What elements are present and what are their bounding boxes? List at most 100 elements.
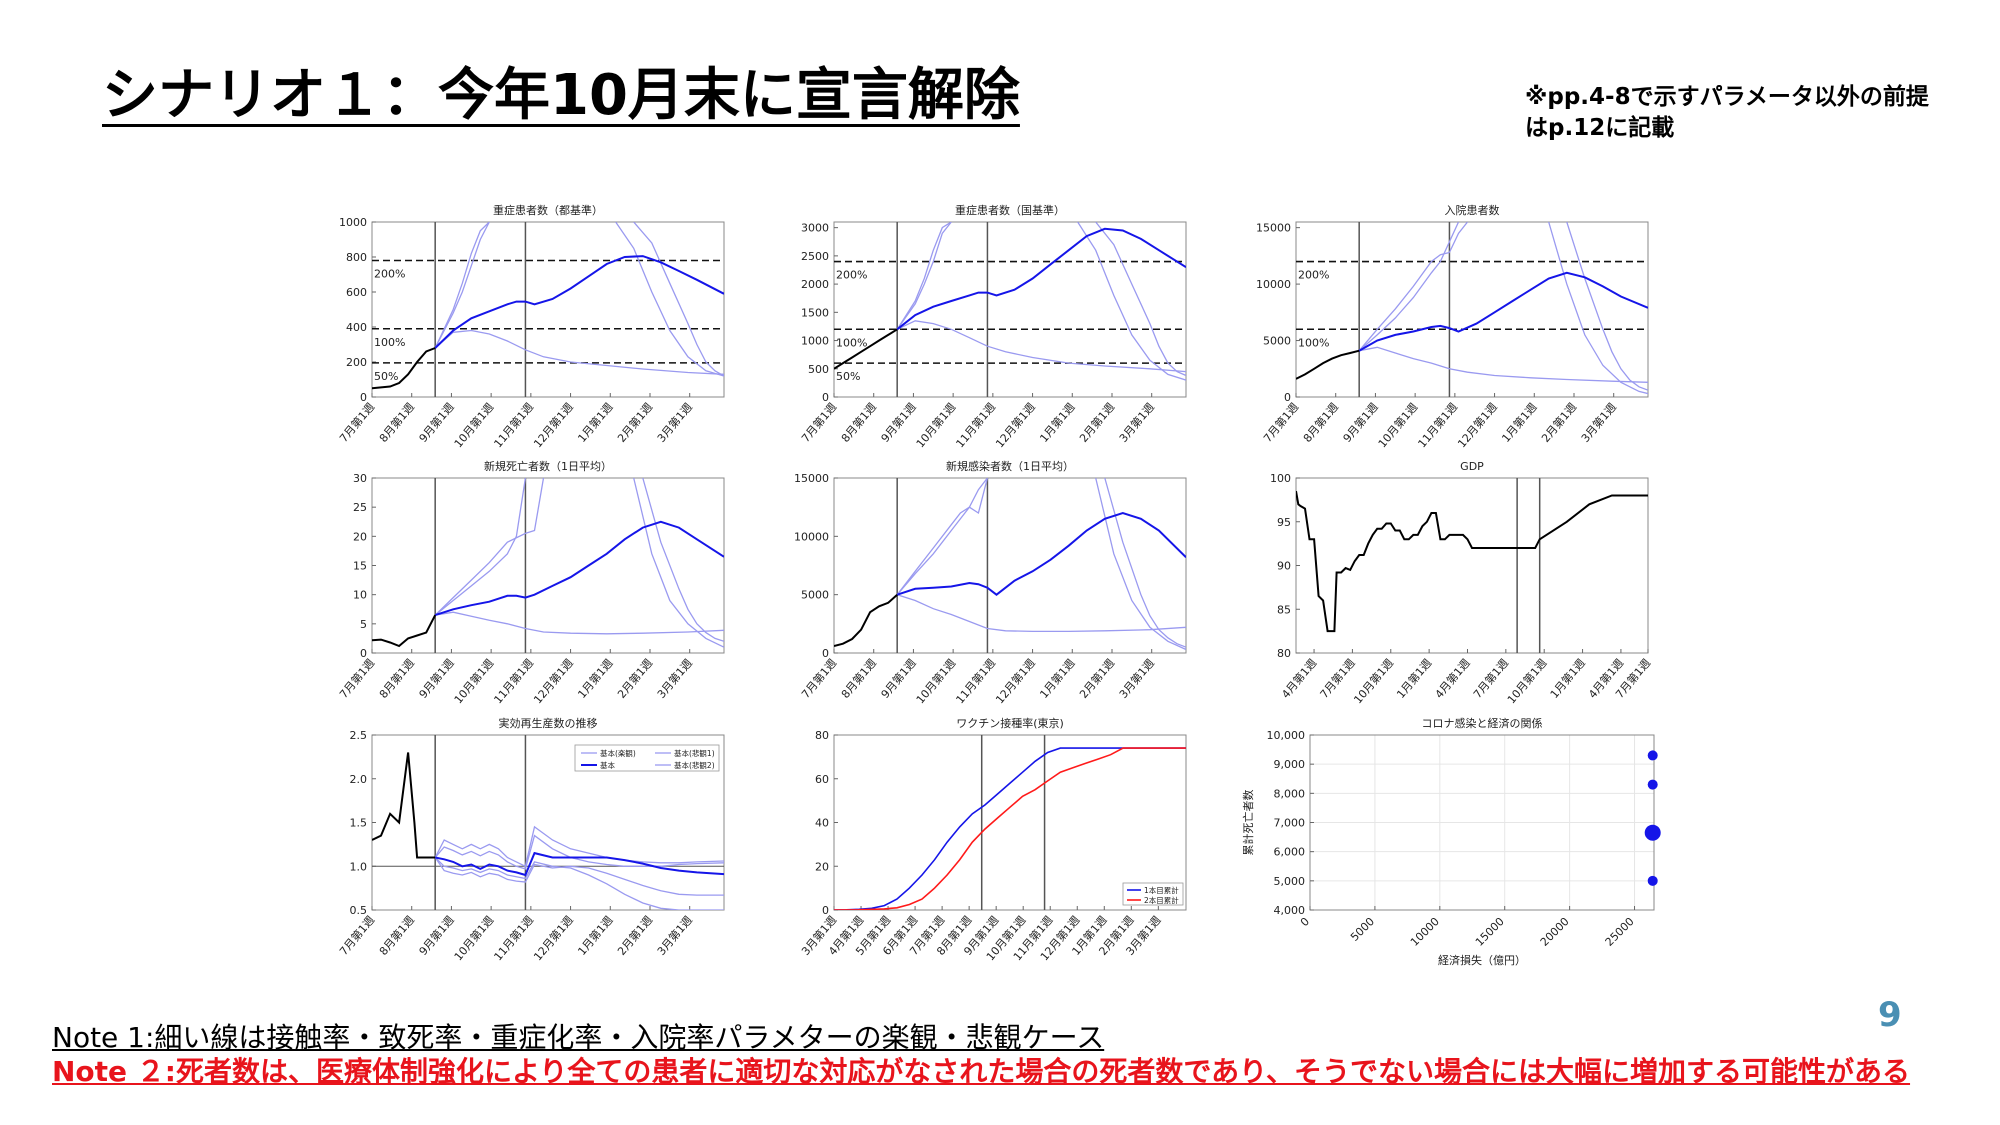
x-tick-label: 8月第1週 [838, 656, 879, 701]
x-tick-label: 11月第1週 [491, 656, 536, 706]
reference-line-label: 200% [1298, 269, 1329, 282]
history-line [372, 614, 437, 648]
legend-label: 基本(楽観) [600, 748, 636, 758]
scenario-line [434, 478, 527, 616]
x-tick-label: 10月第1週 [451, 656, 496, 706]
scenario-line [1566, 222, 1648, 391]
x-tick-label: 10月第1週 [1504, 656, 1549, 706]
scenario-line [435, 611, 724, 635]
x-tick-label: 11月第1週 [953, 400, 998, 450]
x-tick-label: 8月第1週 [376, 656, 417, 701]
y-tick-label: 80 [1277, 647, 1291, 660]
plot-area [834, 735, 1186, 910]
scatter-point [1647, 875, 1658, 886]
x-tick-label: 9月第1週 [416, 656, 457, 701]
reference-line-label: 200% [374, 268, 405, 281]
chart-severe-tokyo: 重症患者数（都基準） 0 200 400 600 800 1000 7月第1週 8月第1週 9月第… [336, 203, 725, 450]
scenario-line [1358, 251, 1450, 352]
plot-area [834, 478, 1186, 653]
y-tick-label: 30 [353, 472, 367, 485]
chart-gdp: GDP808590951004月第1週7月第1週10月第1週1月第1週4月第1週… [1270, 460, 1653, 706]
x-tick-label: 10月第1週 [913, 656, 958, 706]
y-tick-label: 90 [1277, 560, 1291, 573]
legend-label: 1本目累計 [1144, 885, 1179, 895]
scatter-point [1647, 779, 1658, 790]
reference-line-label: 50% [836, 370, 860, 383]
base-line [896, 511, 1186, 596]
scenario-line [1095, 222, 1186, 377]
scenario-line [897, 594, 1186, 633]
x-tick-label: 1月第1週 [575, 913, 616, 958]
y-tick-label: 5,000 [1274, 875, 1306, 888]
y-tick-label: 3000 [801, 222, 829, 235]
chart-title: コロナ感染と経済の関係 [1422, 716, 1543, 730]
scenario-line [434, 222, 490, 349]
x-tick-label: 7月第1週 [1260, 400, 1301, 445]
scenario-line [434, 222, 490, 349]
x-tick-label: 1月第1週 [575, 656, 616, 701]
scenario-line [896, 478, 989, 596]
x-tick-label: 11月第1週 [953, 656, 998, 706]
chart-title: 重症患者数（都基準） [493, 203, 603, 217]
y-tick-label: 2.5 [350, 729, 368, 742]
y-tick-label: 1500 [801, 306, 829, 319]
reference-line-label: 50% [374, 370, 398, 383]
x-tick-label: 8月第1週 [838, 400, 879, 445]
x-tick-label: 1月第1週 [1037, 656, 1078, 701]
y-tick-label: 15000 [794, 472, 829, 485]
x-tick-label: 5000 [1348, 915, 1377, 944]
x-tick-label: 9月第1週 [878, 656, 919, 701]
x-tick-label: 2月第1週 [614, 400, 655, 445]
base-line [434, 255, 724, 349]
x-tick-label: 8月第1週 [376, 913, 417, 958]
y-tick-label: 4,000 [1274, 904, 1306, 917]
legend-label: 基本(悲観2) [674, 760, 715, 770]
x-tick-label: 10000 [1408, 915, 1442, 949]
history-line [372, 752, 436, 859]
plot-area [372, 478, 724, 653]
scenario-line [615, 222, 724, 377]
plot-area [372, 222, 724, 397]
chart-hospitalized: 入院患者数 0 5000 10000 15000 7月第1週 8月第1週 9月第1週10月第1… [1256, 203, 1649, 450]
history-line [834, 593, 898, 647]
note-2: Note ２:死者数は、医療体制強化により全ての患者に適切な対応がなされた場合の… [52, 1055, 1911, 1088]
x-tick-label: 2月第1週 [1076, 656, 1117, 701]
history-line [372, 347, 436, 390]
x-axis-label: 経済損失（億円） [1438, 953, 1526, 967]
x-tick-label: 2月第1週 [1538, 400, 1579, 445]
y-tick-label: 1.0 [350, 860, 368, 873]
y-tick-label: 400 [346, 321, 367, 334]
chart-covid-economy: コロナ感染と経済の関係 4,000 5,000 6,000 7,000 8,000 9,00… [1241, 716, 1661, 967]
x-tick-label: 8月第1週 [1300, 400, 1341, 445]
scenario-line [1448, 222, 1469, 253]
x-tick-label: 9月第1週 [416, 400, 457, 445]
y-tick-label: 15 [353, 560, 367, 573]
y-tick-label: 5 [360, 618, 367, 631]
series-line-2 [834, 747, 1186, 910]
x-tick-label: 2月第1週 [1076, 400, 1117, 445]
x-tick-label: 12月第1週 [992, 400, 1037, 450]
chart-title: 入院患者数 [1445, 203, 1500, 217]
y-tick-label: 6,000 [1274, 846, 1306, 859]
scatter-point [1647, 750, 1658, 761]
y-tick-label: 0 [360, 391, 367, 404]
x-tick-label: 7月第1週 [336, 913, 377, 958]
y-tick-label: 80 [815, 729, 829, 742]
scenario-line [434, 329, 724, 375]
scatter-point [1644, 824, 1661, 841]
history-line [834, 328, 898, 370]
y-tick-label: 60 [815, 773, 829, 786]
x-tick-label: 3月第1週 [654, 400, 695, 445]
chart-title: 新規死亡者数（1日平均） [484, 459, 612, 473]
x-tick-label: 11月第1週 [491, 400, 536, 450]
y-tick-label: 10000 [1256, 278, 1291, 291]
x-tick-label: 9月第1週 [878, 400, 919, 445]
x-tick-label: 10月第1週 [451, 913, 496, 963]
y-tick-label: 2500 [801, 250, 829, 263]
plot-area [1296, 478, 1648, 653]
y-tick-label: 85 [1277, 603, 1291, 616]
x-tick-label: 11月第1週 [1415, 400, 1460, 450]
legend-label: 2本目累計 [1144, 895, 1179, 905]
scenario-line [633, 478, 724, 648]
